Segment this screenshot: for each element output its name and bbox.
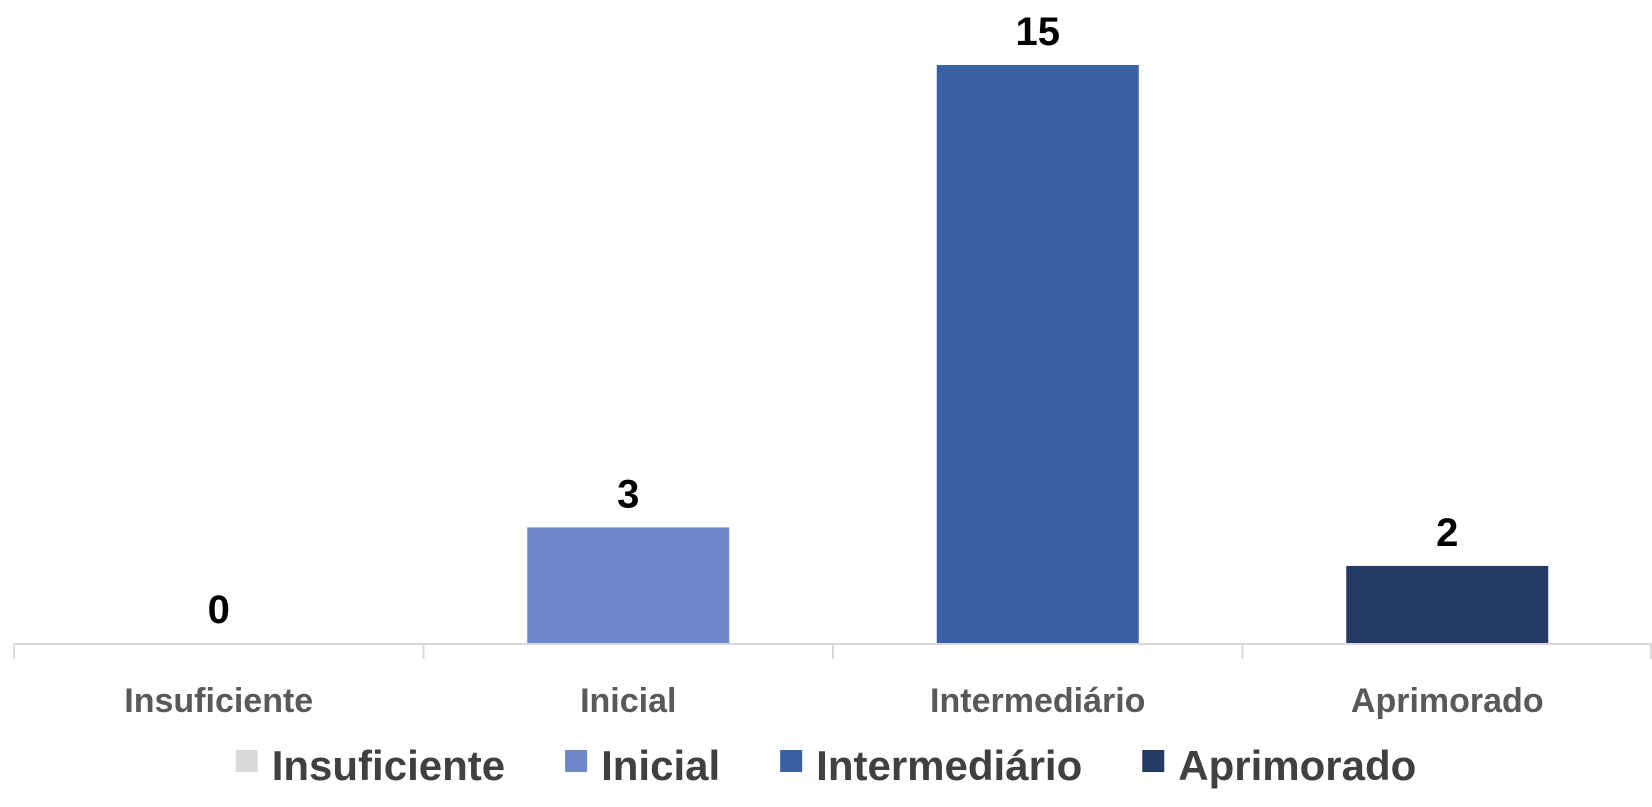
bar-aprimorado (1346, 565, 1549, 643)
legend: Insuficiente Inicial Intermediário Aprimora… (235, 742, 1416, 789)
legend-swatch-inicial (565, 750, 588, 772)
legend-swatch-insuficiente (235, 750, 258, 772)
legend-label-aprimorado: Aprimorado (1178, 742, 1416, 789)
legend-item-intermediario: Intermediário (780, 742, 1082, 789)
legend-label-inicial: Inicial (601, 742, 720, 789)
x-axis (13, 643, 1652, 659)
legend-item-insuficiente: Insuficiente (235, 742, 505, 789)
data-label-insuficiente: 0 (208, 588, 230, 632)
legend-label-insuficiente: Insuficiente (272, 742, 505, 789)
bars-layer (527, 65, 1549, 643)
bar-intermediario (936, 65, 1139, 643)
bar-inicial (527, 527, 730, 643)
x-tick-label-insuficiente: Insuficiente (124, 682, 313, 720)
data-labels-layer: 0 3 15 2 (208, 10, 1459, 632)
legend-label-intermediario: Intermediário (816, 742, 1082, 789)
legend-swatch-intermediario (780, 750, 803, 772)
data-label-inicial: 3 (617, 472, 639, 516)
legend-item-aprimorado: Aprimorado (1142, 742, 1416, 789)
x-tick-labels: Insuficiente Inicial Intermediário Aprimora… (124, 682, 1543, 720)
legend-swatch-aprimorado (1142, 750, 1165, 772)
data-label-aprimorado: 2 (1436, 511, 1458, 555)
x-tick-label-aprimorado: Aprimorado (1351, 682, 1544, 720)
data-label-intermediario: 15 (1016, 10, 1061, 54)
legend-item-inicial: Inicial (565, 742, 720, 789)
x-tick-label-intermediario: Intermediário (930, 682, 1145, 720)
x-tick-label-inicial: Inicial (580, 682, 676, 720)
